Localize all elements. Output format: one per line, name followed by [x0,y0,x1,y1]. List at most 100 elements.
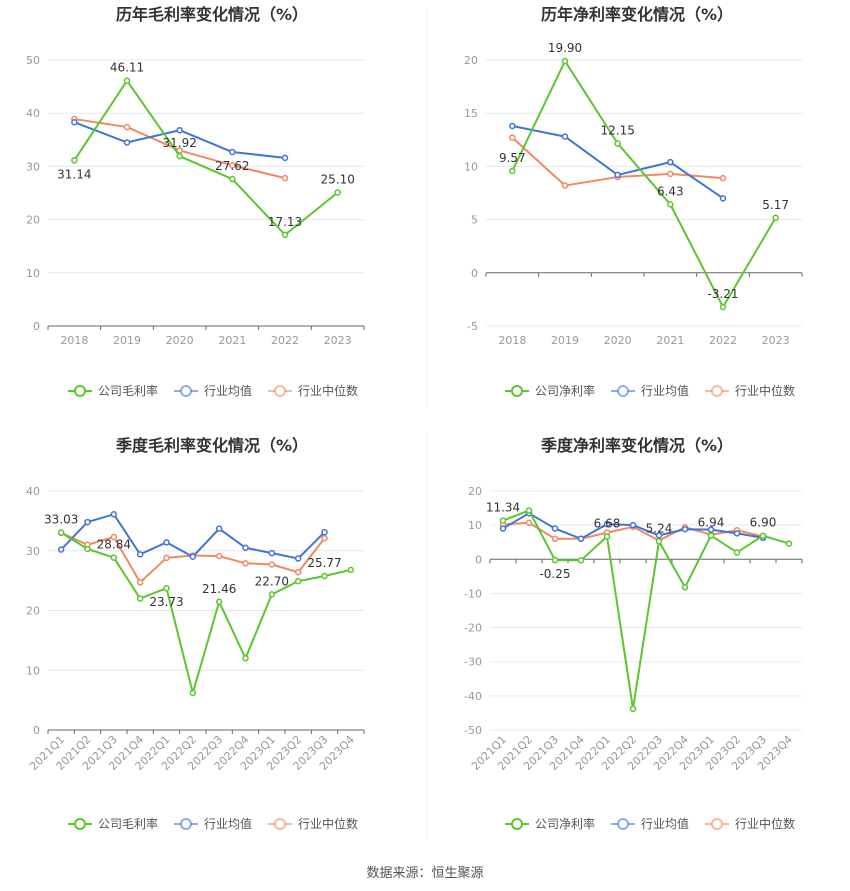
data-point-average [229,148,236,156]
series-line-company [511,60,777,308]
data-point-company [71,157,78,164]
data-point-company [525,507,533,514]
data-point-median [215,552,223,560]
data-label: 31.14 [57,167,91,181]
data-point-company [603,533,611,540]
y-tick-label: 50 [26,54,40,67]
data-point-median [229,162,236,169]
data-point-average [655,532,663,539]
y-tick-label: -5 [467,320,478,333]
x-tick-label: 2021 [218,334,246,347]
data-point-average [733,530,741,537]
data-label: 25.77 [307,556,341,570]
legend-marker-median [711,385,723,397]
data-point-company [629,705,637,713]
y-tick-label: 30 [26,545,40,558]
y-tick-label: 30 [26,160,40,173]
data-label: 6.43 [657,184,684,198]
data-point-average [719,195,727,202]
y-tick-label: 0 [33,320,40,333]
chart-title: 历年毛利率变化情况（%） [116,5,308,24]
series-line-company [502,509,790,710]
data-point-average [123,139,131,146]
data-label: 6.90 [750,516,777,530]
legend-marker-average [180,385,192,397]
data-point-average [509,122,516,130]
data-point-average [189,553,197,560]
y-tick-label: 40 [26,485,40,498]
data-point-average [551,525,559,532]
legend-label: 公司净利率 [535,383,595,398]
data-point-median [163,554,170,562]
data-label: 28.84 [97,538,131,552]
data-point-average [71,118,78,126]
data-point-company [655,538,663,545]
series-line-company [73,79,339,236]
series-line-average [60,513,326,560]
data-point-company [163,584,170,592]
data-point-company [733,549,741,556]
data-point-company [176,152,183,160]
data-point-median [136,579,144,586]
legend-label: 行业均值 [204,383,252,398]
data-point-median [123,123,131,131]
data-label: 5.24 [646,521,673,535]
legend-marker-median [711,818,723,830]
data-point-company [785,540,793,547]
data-label: 17.13 [268,215,302,229]
data-point-average [561,133,569,140]
legend-marker-median [274,818,286,830]
legend-label: 公司净利率 [535,816,595,831]
data-point-company [229,175,236,183]
data-point-average [321,528,328,536]
data-point-median [667,170,674,178]
data-point-average [614,171,621,179]
data-point-average [603,520,611,528]
x-tick-label: 2023 [762,334,790,347]
data-point-company [84,545,91,553]
y-tick-label: 0 [33,724,40,737]
data-label: 6.68 [594,516,621,530]
legend-marker-average [617,818,629,830]
chart-title: 历年净利率变化情况（%） [541,5,733,24]
legend-label: 行业均值 [641,383,689,398]
y-tick-label: -50 [464,724,482,737]
data-point-company [136,595,144,602]
legend-label: 公司毛利率 [98,816,158,831]
data-point-company [281,231,289,239]
y-tick-label: 5 [471,214,478,227]
data-label: 22.70 [255,574,289,588]
legend-marker-average [617,385,629,397]
data-point-company [707,532,715,539]
data-point-company [268,591,276,598]
data-point-company [667,201,674,208]
data-label: 21.46 [202,582,236,596]
data-label: 9.57 [499,151,526,165]
y-tick-label: -10 [464,587,482,600]
data-point-average [499,525,507,532]
data-point-company [561,57,569,65]
legend-marker-company [511,818,523,830]
x-tick-label: 2018 [498,334,526,347]
data-point-average [242,544,249,552]
x-tick-label: 2020 [604,334,632,347]
legend-marker-average [180,818,192,830]
legend-marker-company [74,818,86,830]
y-tick-label: 10 [464,160,478,173]
data-point-median [110,533,118,541]
data-label: 46.11 [110,61,144,75]
legend-label: 行业均值 [641,816,689,831]
data-point-median [321,534,328,542]
data-point-median [294,569,302,576]
data-label: 6.94 [698,516,725,530]
data-point-company [719,303,727,311]
data-point-company [215,598,223,606]
data-point-company [772,214,779,222]
y-tick-label: 15 [464,107,478,120]
data-point-average [215,525,223,532]
data-point-average [629,521,637,529]
data-point-company [321,572,328,580]
y-tick-label: -20 [464,622,482,635]
y-tick-label: 0 [471,267,478,280]
